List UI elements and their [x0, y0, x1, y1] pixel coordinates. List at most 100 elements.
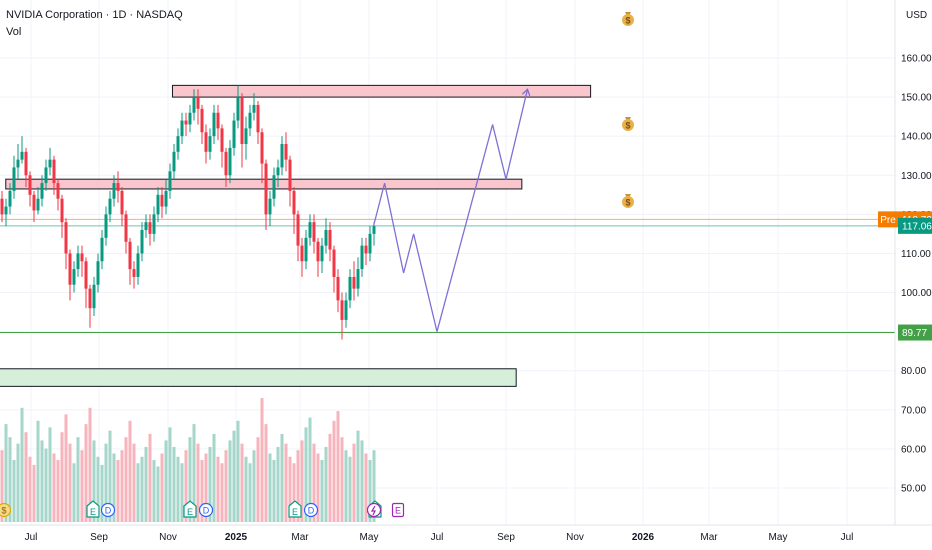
volume-bar	[304, 427, 308, 522]
candle-body	[112, 183, 116, 199]
earnings-label: E	[292, 507, 298, 517]
candle-body	[312, 222, 316, 242]
candle	[304, 230, 308, 270]
candle-body	[24, 151, 28, 176]
upcoming-earnings-icon	[391, 502, 405, 518]
dividend-label: D	[308, 506, 315, 516]
volume-bar	[360, 440, 364, 522]
candle-body	[140, 230, 144, 254]
event-marker-upcoming	[366, 502, 382, 518]
currency-label[interactable]: USD	[906, 10, 928, 21]
upcoming-event-icon	[366, 502, 382, 518]
candle	[80, 245, 84, 277]
candle	[128, 237, 132, 285]
candle-body	[184, 120, 188, 125]
candle-body	[128, 241, 132, 270]
candle-body	[104, 214, 108, 238]
candle	[348, 269, 352, 309]
candle-body	[56, 183, 60, 199]
candle	[200, 104, 204, 144]
candle-body	[340, 300, 344, 320]
candle	[0, 190, 4, 223]
volume-bar	[296, 450, 300, 522]
volume-bar	[280, 433, 284, 522]
candle	[52, 155, 56, 195]
candle	[244, 116, 248, 160]
event-marker-dividend: D	[100, 502, 116, 518]
volume-bar	[92, 440, 96, 522]
volume-bar	[368, 460, 372, 522]
volume-bar	[72, 463, 76, 522]
candle-body	[40, 183, 44, 199]
volume-bar	[32, 464, 36, 522]
candle-body	[124, 214, 128, 242]
candle-body	[212, 112, 216, 137]
x-tick-label: Sep	[90, 532, 108, 543]
volume-bar	[120, 450, 124, 522]
candle	[76, 245, 80, 277]
event-marker-dividend: D	[198, 502, 214, 518]
price-badge-value: 117.06	[902, 221, 932, 232]
candle-body	[244, 128, 248, 144]
volume-bar	[196, 443, 200, 522]
candle	[160, 187, 164, 219]
candle-body	[188, 112, 192, 125]
candle-body	[100, 237, 104, 262]
price-badge-prefix-bg	[878, 211, 898, 228]
volume-bar	[168, 427, 172, 522]
volume-bar	[136, 463, 140, 522]
candle-body	[284, 144, 288, 160]
candle	[116, 171, 120, 203]
candle	[56, 179, 60, 211]
dividend-icon	[198, 502, 214, 518]
candle-body	[172, 151, 176, 172]
candle-body	[356, 269, 360, 289]
dividend-label: $	[1, 506, 6, 516]
candle-body	[12, 167, 16, 191]
money-bag-body	[622, 14, 634, 26]
money-bag-body	[622, 119, 634, 131]
volume-bar	[188, 437, 192, 522]
volume-bar	[268, 453, 272, 522]
candle	[180, 112, 184, 144]
event-marker-earnings: E	[183, 500, 197, 518]
candle-body	[136, 253, 140, 277]
volume-bar	[116, 460, 120, 522]
candle	[248, 104, 252, 137]
volume-bar	[348, 456, 352, 522]
candle	[148, 214, 152, 246]
candle	[8, 183, 12, 215]
candle-body	[308, 222, 312, 238]
upcoming-earnings-label: E	[395, 506, 401, 516]
candle-body	[236, 97, 240, 121]
candle	[360, 237, 364, 277]
volume-bar	[320, 460, 324, 522]
candle	[352, 261, 356, 301]
candle-body	[72, 269, 76, 285]
candle-body	[336, 276, 340, 301]
resistance-zone-middle	[5, 178, 523, 190]
y-tick-label: 100.00	[901, 288, 932, 299]
candle	[140, 222, 144, 262]
candle	[232, 112, 236, 156]
volume-bar	[192, 424, 196, 522]
candle-body	[44, 167, 48, 184]
volume-bar	[228, 440, 232, 522]
volume-bar	[108, 430, 112, 522]
candle	[332, 245, 336, 293]
event-marker-dividend: $	[0, 502, 12, 518]
volume-bar	[76, 437, 80, 522]
candle-body	[200, 108, 204, 133]
volume-bar	[200, 460, 204, 522]
price-badge: 117.06	[898, 217, 932, 234]
symbol-title[interactable]: NVIDIA Corporation · 1D · NASDAQ	[6, 9, 183, 21]
volume-bar	[184, 450, 188, 522]
volume-bar	[52, 453, 56, 522]
volume-bar	[372, 450, 376, 522]
volume-bar	[288, 456, 292, 522]
candle-body	[296, 214, 300, 246]
candle	[36, 187, 40, 215]
volume-bar	[164, 440, 168, 522]
